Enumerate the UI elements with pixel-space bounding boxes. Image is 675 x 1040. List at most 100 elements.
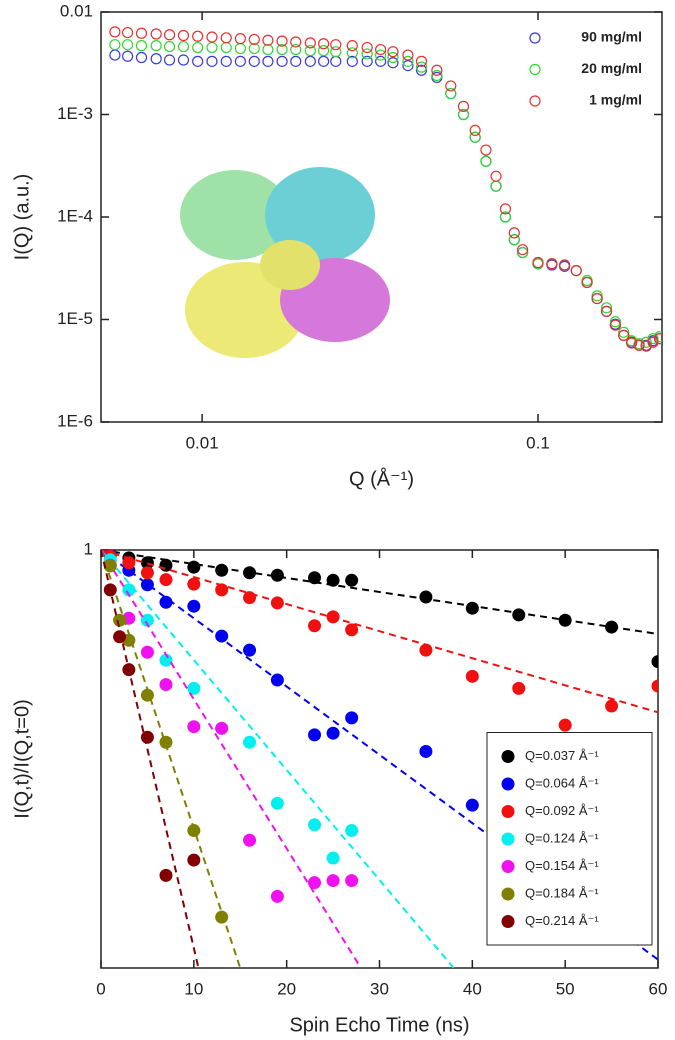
data-point bbox=[346, 55, 358, 67]
legend-label: 90 mg/ml bbox=[581, 29, 642, 45]
data-point bbox=[215, 629, 229, 643]
data-point bbox=[150, 28, 162, 40]
legend-label: Q=0.037 Å⁻¹ bbox=[525, 748, 599, 763]
data-point bbox=[651, 679, 658, 693]
plot-area bbox=[101, 550, 658, 968]
data-point bbox=[651, 655, 658, 669]
data-point bbox=[345, 573, 359, 587]
data-point bbox=[290, 43, 302, 56]
data-point bbox=[308, 619, 322, 633]
data-point bbox=[163, 40, 176, 53]
legend-label: Q=0.064 Å⁻¹ bbox=[525, 775, 599, 790]
data-point bbox=[121, 26, 134, 39]
data-point bbox=[187, 824, 201, 838]
y-tick-label: 1 bbox=[84, 539, 93, 558]
data-point bbox=[262, 43, 274, 56]
data-point bbox=[243, 591, 257, 605]
data-point bbox=[419, 643, 433, 657]
data-point bbox=[220, 32, 232, 44]
data-point bbox=[234, 33, 246, 45]
data-point bbox=[109, 26, 121, 38]
legend-box bbox=[486, 732, 653, 946]
data-point bbox=[243, 833, 257, 847]
fit-line bbox=[101, 550, 362, 968]
data-point bbox=[234, 55, 246, 67]
data-point bbox=[215, 563, 229, 577]
data-point bbox=[150, 53, 162, 65]
data-point bbox=[187, 681, 201, 695]
data-point bbox=[326, 874, 340, 888]
data-point bbox=[490, 170, 502, 182]
data-point bbox=[290, 36, 302, 48]
data-point bbox=[163, 29, 176, 41]
data-point bbox=[215, 583, 229, 597]
data-point bbox=[150, 40, 162, 52]
x-tick-label: 0.01 bbox=[186, 433, 219, 452]
data-point bbox=[140, 688, 154, 702]
data-point bbox=[469, 131, 481, 143]
legend-label: Q=0.184 Å⁻¹ bbox=[525, 885, 599, 900]
data-point bbox=[103, 583, 117, 597]
fit-line bbox=[101, 550, 658, 635]
data-point bbox=[215, 910, 229, 924]
data-point bbox=[159, 653, 173, 667]
data-point bbox=[243, 735, 257, 749]
data-point bbox=[276, 43, 288, 56]
data-point bbox=[187, 720, 201, 734]
legend-marker bbox=[501, 750, 515, 763]
data-point bbox=[345, 874, 359, 888]
data-point bbox=[103, 559, 117, 573]
data-point bbox=[532, 256, 544, 269]
data-point bbox=[140, 566, 154, 580]
data-point bbox=[113, 613, 127, 627]
data-point bbox=[640, 336, 652, 348]
data-point bbox=[517, 246, 529, 259]
data-point bbox=[330, 39, 342, 51]
data-point bbox=[490, 180, 502, 192]
data-point bbox=[308, 728, 322, 742]
data-point bbox=[415, 61, 428, 73]
data-point bbox=[276, 55, 288, 67]
data-point bbox=[318, 38, 330, 50]
data-point bbox=[609, 319, 621, 331]
data-point bbox=[276, 35, 288, 47]
data-point bbox=[308, 571, 322, 585]
data-point bbox=[206, 31, 218, 43]
x-tick-label: 0.1 bbox=[526, 433, 550, 452]
fit-line bbox=[101, 550, 242, 968]
data-point bbox=[465, 601, 479, 615]
data-point bbox=[605, 699, 619, 713]
legend-marker bbox=[501, 887, 515, 901]
data-point bbox=[633, 339, 645, 351]
data-point bbox=[415, 55, 428, 67]
data-point bbox=[187, 560, 201, 574]
data-point bbox=[626, 337, 638, 349]
data-point bbox=[465, 798, 479, 812]
data-point bbox=[109, 39, 121, 51]
data-point bbox=[159, 735, 173, 749]
data-point bbox=[605, 620, 619, 634]
data-point bbox=[346, 40, 358, 52]
data-point bbox=[304, 37, 316, 49]
y-tick-label: 1E-4 bbox=[57, 206, 93, 225]
data-point bbox=[140, 645, 154, 659]
data-point bbox=[159, 678, 173, 692]
data-point bbox=[192, 30, 204, 42]
data-point bbox=[387, 57, 399, 69]
data-point bbox=[653, 333, 662, 345]
data-point bbox=[415, 64, 428, 76]
data-point bbox=[361, 48, 373, 60]
data-point bbox=[326, 610, 340, 624]
data-point bbox=[330, 46, 342, 58]
data-point bbox=[499, 211, 512, 223]
data-point bbox=[558, 718, 572, 732]
x-tick-label: 50 bbox=[556, 979, 575, 998]
legend-label: Q=0.214 Å⁻¹ bbox=[525, 913, 599, 928]
data-point bbox=[206, 41, 218, 54]
data-point bbox=[387, 51, 399, 64]
data-point bbox=[234, 42, 246, 55]
data-point bbox=[140, 730, 154, 744]
fit-line bbox=[101, 550, 658, 714]
data-point bbox=[558, 613, 572, 627]
data-point bbox=[243, 643, 257, 657]
